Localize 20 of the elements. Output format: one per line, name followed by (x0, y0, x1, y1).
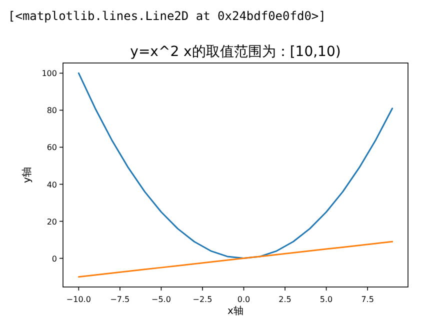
y-tick-label: 100 (42, 69, 57, 78)
y-tick-label: 20 (46, 217, 57, 226)
x-axis-title: x轴 (228, 305, 244, 317)
chart-title: y=x^2 x的取值范围为：[10,10) (130, 44, 341, 60)
line-series (78, 240, 394, 278)
x-tick-label: −2.5 (192, 295, 212, 304)
x-tick-label: −5.0 (152, 295, 171, 304)
y-tick-label: 60 (46, 143, 57, 152)
line-series (78, 72, 394, 260)
x-tick-label: −7.5 (110, 295, 130, 304)
x-tick-label: 0.0 (237, 295, 250, 304)
y-tick-label: 40 (46, 180, 57, 190)
text: [<matplotlib.lines.Line2D at 0x24bdf0e0fd0>] (8, 9, 326, 23)
x-tick-label: 2.5 (278, 295, 292, 304)
x-tick-label: −10.0 (66, 295, 91, 304)
x-tick-label: 5.0 (320, 295, 333, 304)
y-axis-title: y轴 (21, 167, 33, 183)
x-tick-label: 7.5 (361, 295, 374, 304)
y-tick-label: 0 (52, 254, 57, 264)
y-tick-label: 80 (46, 106, 57, 116)
